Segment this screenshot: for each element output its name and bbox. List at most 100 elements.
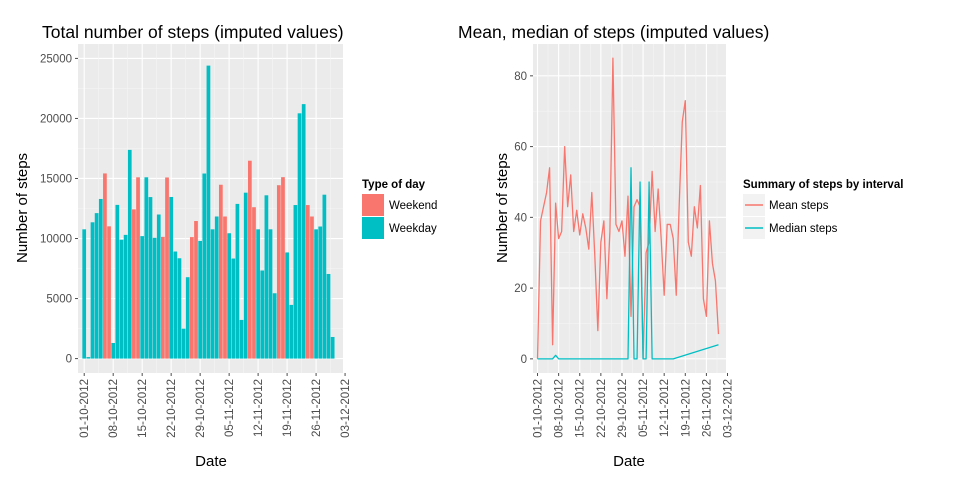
bar-weekday bbox=[293, 205, 298, 359]
bar-weekday bbox=[198, 240, 203, 359]
bar-weekday bbox=[185, 277, 190, 359]
line-series-median-steps bbox=[537, 167, 719, 360]
bar-weekday bbox=[322, 194, 327, 359]
bar-weekday bbox=[173, 251, 178, 359]
bar-weekend bbox=[136, 177, 140, 359]
bar-y-tick-label: 10000 bbox=[40, 234, 72, 246]
bar-weekday bbox=[243, 192, 248, 359]
bar-weekday bbox=[202, 173, 207, 359]
bar-weekday bbox=[289, 304, 294, 359]
bar-y-tick-label: 20000 bbox=[40, 113, 72, 125]
bar-weekday bbox=[90, 222, 95, 359]
line-series-mean-steps bbox=[536, 57, 720, 360]
bar-weekday bbox=[206, 65, 211, 359]
line-x-tick-label: 05-11-2012 bbox=[638, 379, 650, 437]
bar-weekday bbox=[264, 195, 269, 359]
bar-x-tick-label: 22-10-2012 bbox=[166, 379, 178, 438]
bar-x-tick-label: 08-10-2012 bbox=[108, 379, 120, 438]
bar-weekday bbox=[98, 198, 103, 359]
bar-marks bbox=[82, 65, 335, 359]
bar-weekday bbox=[152, 237, 157, 359]
bar-weekday bbox=[214, 216, 219, 359]
line-x-ticks: 01-10-2012 08-10-2012 15-10-2012 22-10-2012… bbox=[533, 373, 735, 438]
legend-label-mean-steps: Mean steps bbox=[769, 200, 829, 212]
line-y-tick-label: 0 bbox=[521, 354, 527, 366]
line-legend: Summary of steps by interval Mean steps … bbox=[743, 179, 903, 239]
bar-weekday bbox=[94, 213, 99, 359]
bar-x-tick-label: 29-10-2012 bbox=[195, 379, 207, 438]
bar-chart: Total number of steps (imputed values) 0… bbox=[14, 22, 437, 470]
bar-weekend bbox=[310, 216, 314, 359]
line-y-tick-label: 60 bbox=[514, 142, 527, 154]
bar-weekday bbox=[301, 104, 306, 359]
bar-weekend bbox=[223, 216, 227, 359]
bar-x-tick-label: 12-11-2012 bbox=[253, 379, 265, 437]
bar-weekday bbox=[227, 233, 231, 359]
bar-weekday bbox=[177, 258, 182, 359]
bar-weekday bbox=[239, 319, 244, 359]
bar-weekday bbox=[235, 203, 240, 359]
line-x-tick-label: 26-11-2012 bbox=[701, 379, 713, 437]
bar-weekend bbox=[305, 205, 310, 359]
line-marks bbox=[536, 57, 720, 360]
bar-weekend bbox=[252, 207, 256, 359]
line-x-tick-label: 29-10-2012 bbox=[617, 379, 629, 438]
bar-y-tick-label: 15000 bbox=[40, 173, 72, 185]
line-y-axis-title: Number of steps bbox=[494, 153, 511, 263]
bar-x-tick-label: 15-10-2012 bbox=[137, 379, 149, 438]
bar-weekend bbox=[165, 177, 169, 359]
bar-weekday bbox=[260, 270, 265, 359]
line-x-axis-title: Date bbox=[613, 453, 645, 470]
bar-weekday bbox=[256, 229, 260, 359]
legend-label-weekday: Weekday bbox=[389, 223, 437, 235]
bar-weekday bbox=[140, 236, 145, 359]
legend-swatch-weekend bbox=[362, 194, 384, 216]
line-chart-title: Mean, median of steps (imputed values) bbox=[458, 22, 769, 42]
bar-weekday bbox=[326, 273, 331, 359]
bar-weekday bbox=[330, 336, 335, 359]
line-y-ticks: 0 20 40 60 80 bbox=[514, 71, 533, 366]
line-x-tick-label: 12-11-2012 bbox=[659, 379, 671, 437]
bar-weekday bbox=[285, 252, 289, 359]
line-y-tick-label: 40 bbox=[514, 212, 527, 224]
bar-weekday bbox=[82, 229, 87, 359]
bar-weekday bbox=[119, 239, 124, 359]
bar-weekend bbox=[132, 209, 136, 359]
bar-y-ticks: 0 5000 10000 15000 20000 25000 bbox=[40, 53, 78, 366]
legend-label-median-steps: Median steps bbox=[769, 223, 838, 235]
line-x-tick-label: 19-11-2012 bbox=[680, 379, 692, 437]
bar-weekday bbox=[314, 229, 318, 359]
bar-weekday bbox=[231, 258, 236, 359]
line-y-tick-label: 20 bbox=[514, 283, 527, 295]
bar-weekend bbox=[107, 226, 111, 359]
bar-y-axis-title: Number of steps bbox=[14, 153, 31, 263]
bar-weekend bbox=[247, 160, 252, 359]
bar-y-tick-label: 0 bbox=[66, 354, 72, 366]
bar-weekday bbox=[169, 196, 174, 359]
line-x-tick-label: 01-10-2012 bbox=[533, 379, 545, 438]
bar-y-tick-label: 5000 bbox=[46, 294, 72, 306]
bar-weekday bbox=[115, 204, 120, 359]
bar-weekday bbox=[148, 197, 153, 359]
bar-weekday bbox=[111, 342, 116, 359]
bar-x-ticks: 01-10-2012 08-10-2012 15-10-2012 22-10-2012… bbox=[79, 373, 352, 438]
line-x-tick-label: 15-10-2012 bbox=[575, 379, 587, 438]
bar-weekend bbox=[161, 236, 165, 359]
legend-swatch-weekday bbox=[362, 217, 384, 239]
bar-weekday bbox=[127, 149, 132, 359]
line-legend-title: Summary of steps by interval bbox=[743, 179, 903, 191]
line-x-tick-label: 22-10-2012 bbox=[596, 379, 608, 438]
line-x-tick-label: 08-10-2012 bbox=[554, 379, 566, 438]
bar-weekday bbox=[123, 234, 128, 359]
bar-weekend bbox=[103, 173, 107, 359]
bar-x-tick-label: 26-11-2012 bbox=[311, 379, 323, 437]
bar-weekend bbox=[194, 221, 198, 359]
bar-x-tick-label: 19-11-2012 bbox=[282, 379, 294, 437]
bar-weekend bbox=[281, 177, 285, 359]
line-grid bbox=[533, 44, 729, 373]
line-y-tick-label: 80 bbox=[514, 71, 527, 83]
bar-weekend bbox=[218, 184, 223, 359]
bar-weekend bbox=[190, 237, 194, 359]
line-chart: Mean, median of steps (imputed values) 0… bbox=[458, 22, 903, 470]
